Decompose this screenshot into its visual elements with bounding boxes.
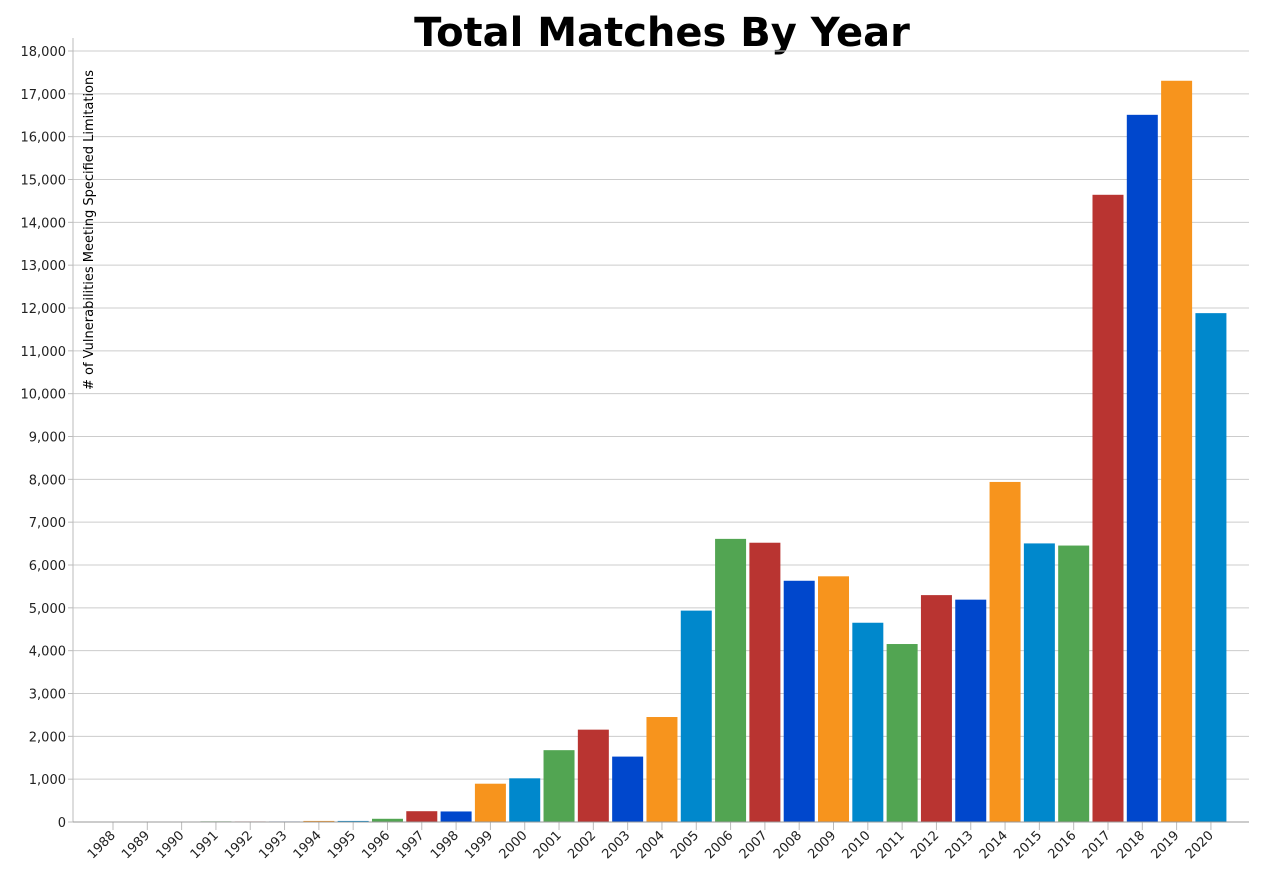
x-tick-label: 1988 — [85, 828, 119, 862]
bar-2019 — [1161, 80, 1193, 822]
bar-2017 — [1092, 194, 1124, 822]
x-tick-label: 1999 — [462, 828, 496, 862]
bar-2005 — [680, 610, 712, 822]
bar-2007 — [749, 542, 781, 822]
bar-1997 — [406, 811, 438, 822]
chart-title: Total Matches By Year — [414, 10, 910, 56]
y-axis-label: # of Vulnerabilities Meeting Specified L… — [82, 70, 97, 390]
y-tick-label: 2,000 — [29, 730, 66, 745]
bar-2000 — [509, 778, 541, 822]
bar-1996 — [371, 818, 403, 822]
x-tick-label: 1996 — [359, 828, 393, 862]
y-tick-label: 18,000 — [21, 45, 67, 60]
y-tick-label: 0 — [58, 816, 66, 831]
bar-2015 — [1023, 543, 1055, 822]
x-tick-label: 2019 — [1148, 828, 1182, 862]
bar-2013 — [955, 599, 987, 822]
bar-1995 — [337, 820, 369, 822]
y-tick-label: 4,000 — [29, 645, 66, 660]
x-tick-label: 2000 — [497, 828, 531, 862]
bar-1999 — [474, 783, 506, 822]
x-tick-label: 2001 — [531, 828, 565, 862]
y-tick-label: 16,000 — [21, 131, 67, 146]
x-tick-label: 1995 — [325, 828, 359, 862]
x-tick-label: 2006 — [702, 828, 736, 862]
x-tick-label: 2004 — [634, 828, 668, 862]
x-tick-label: 2016 — [1046, 828, 1080, 862]
y-tick-label: 11,000 — [21, 345, 67, 360]
x-tick-label: 2005 — [668, 828, 702, 862]
x-tick-label: 1993 — [256, 828, 290, 862]
bar-2016 — [1058, 545, 1090, 822]
x-tick-label: 1994 — [291, 828, 325, 862]
y-tick-label: 12,000 — [21, 302, 67, 317]
y-tick-label: 15,000 — [21, 174, 67, 189]
x-tick-label: 2012 — [908, 828, 942, 862]
x-tick-label: 2007 — [737, 828, 771, 862]
x-tick-label: 2002 — [565, 828, 599, 862]
bar-2011 — [886, 644, 918, 822]
x-tick-label: 2015 — [1011, 828, 1045, 862]
y-tick-label: 6,000 — [29, 559, 66, 574]
x-tick-label: 2003 — [599, 828, 633, 862]
x-tick-label: 1997 — [394, 828, 428, 862]
bars — [97, 80, 1227, 823]
bar-2008 — [783, 580, 815, 822]
bar-2001 — [543, 750, 575, 822]
x-tick-label: 1989 — [119, 828, 153, 862]
x-axis-ticks: 1988 1989 1990 1991 1992 1993 1994 1995 1996 1997… — [85, 822, 1217, 862]
bar-2009 — [818, 576, 850, 822]
x-tick-label: 2013 — [943, 828, 977, 862]
gridlines — [73, 50, 1249, 823]
bar-2018 — [1126, 114, 1158, 823]
bar-2004 — [646, 717, 678, 822]
y-tick-label: 17,000 — [21, 88, 67, 103]
y-tick-label: 10,000 — [21, 388, 67, 403]
bar-2002 — [577, 729, 609, 822]
y-tick-label: 14,000 — [21, 216, 67, 231]
bar-2006 — [715, 538, 747, 822]
y-tick-label: 9,000 — [29, 431, 66, 446]
y-tick-label: 3,000 — [29, 688, 66, 703]
x-tick-label: 2011 — [874, 828, 908, 862]
bar-2012 — [920, 595, 952, 822]
x-tick-label: 1992 — [222, 828, 256, 862]
bar-1994 — [303, 820, 335, 822]
x-tick-label: 2009 — [805, 828, 839, 862]
x-tick-label: 1990 — [153, 828, 187, 862]
y-tick-label: 13,000 — [21, 259, 67, 274]
y-axis-ticks: 0 1,000 2,000 3,000 4,000 5,000 6,000 7,000 8,00… — [21, 45, 73, 831]
x-tick-label: 2017 — [1080, 828, 1114, 862]
x-tick-label: 1991 — [188, 828, 222, 862]
x-tick-label: 2014 — [977, 828, 1011, 862]
bar-1998 — [440, 811, 472, 822]
y-tick-label: 1,000 — [29, 773, 66, 788]
y-tick-label: 7,000 — [29, 516, 66, 531]
bar-2014 — [989, 481, 1021, 822]
y-tick-label: 5,000 — [29, 602, 66, 617]
bar-2020 — [1195, 313, 1227, 822]
bar-2003 — [612, 756, 644, 822]
bar-2010 — [852, 622, 884, 822]
y-tick-label: 8,000 — [29, 473, 66, 488]
x-tick-label: 2018 — [1114, 828, 1148, 862]
x-tick-label: 2020 — [1183, 828, 1217, 862]
x-tick-label: 2010 — [840, 828, 874, 862]
x-tick-label: 1998 — [428, 828, 462, 862]
x-tick-label: 2008 — [771, 828, 805, 862]
